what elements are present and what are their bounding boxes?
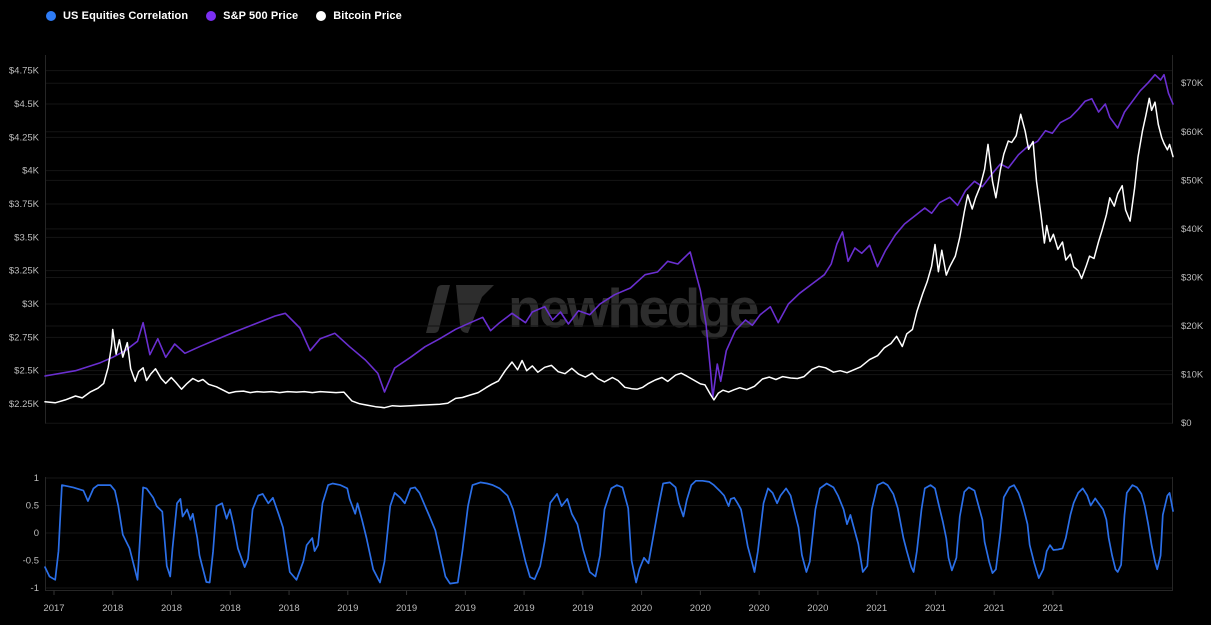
x-axis-tick-label: 2019: [337, 603, 358, 614]
left-axis-tick-label: $3.75K: [9, 199, 40, 210]
correlation-axis-tick-label: -0.5: [23, 556, 39, 567]
x-axis-tick-label: 2021: [925, 603, 946, 614]
left-axis-tick-label: $3K: [22, 299, 40, 310]
right-axis-tick-label: $20K: [1181, 321, 1204, 332]
correlation-axis-tick-label: 0.5: [26, 501, 39, 512]
correlation-axis-tick-label: 0: [34, 528, 39, 539]
right-axis-tick-label: $30K: [1181, 272, 1204, 283]
x-axis-tick-label: 2019: [572, 603, 593, 614]
legend: US Equities Correlation S&P 500 Price Bi…: [46, 10, 402, 22]
x-axis-tick-label: 2018: [278, 603, 299, 614]
left-axis-tick-label: $4K: [22, 166, 40, 177]
x-axis-tick-label: 2017: [43, 603, 64, 614]
right-axis-tick-label: $50K: [1181, 175, 1204, 186]
correlation-axis-tick-label: 1: [34, 473, 39, 484]
legend-item-bitcoin-price[interactable]: Bitcoin Price: [316, 10, 402, 22]
x-axis-tick-label: 2021: [984, 603, 1005, 614]
legend-label: US Equities Correlation: [63, 10, 189, 22]
gridlines: [45, 55, 1173, 595]
legend-item-sp500-price[interactable]: S&P 500 Price: [206, 10, 298, 22]
x-axis-tick-label: 2019: [455, 603, 476, 614]
left-axis-tick-label: $2.5K: [14, 366, 39, 377]
x-axis-tick-label: 2020: [631, 603, 652, 614]
left-axis-tick-label: $4.75K: [9, 66, 40, 77]
correlation-line: [44, 479, 1174, 585]
left-axis-tick-label: $4.5K: [14, 99, 39, 110]
right-axis-tick-label: $40K: [1181, 224, 1204, 235]
left-axis-tick-label: $3.5K: [14, 232, 39, 243]
legend-label: S&P 500 Price: [223, 10, 299, 22]
x-axis-tick-label: 2020: [749, 603, 770, 614]
legend-item-us-equities-correlation[interactable]: US Equities Correlation: [46, 10, 188, 22]
correlation-axis-tick-label: -1: [31, 583, 39, 594]
correlation-legend-dot-icon: [46, 11, 56, 21]
right-axis-tick-label: $0: [1181, 418, 1192, 429]
bitcoin-legend-dot-icon: [316, 11, 327, 21]
x-axis-tick-label: 2018: [161, 603, 182, 614]
x-axis-tick-label: 2020: [807, 603, 828, 614]
legend-label: Bitcoin Price: [333, 10, 402, 22]
bitcoin-line: [44, 97, 1174, 409]
x-axis-tick-label: 2019: [514, 603, 535, 614]
axis-labels: $4.75K $4.5K $4.25K $4K $3.75K $3.5K $3.25K $3K…: [9, 66, 1204, 614]
right-axis-tick-label: $70K: [1181, 78, 1204, 89]
left-axis-tick-label: $3.25K: [9, 266, 40, 277]
right-axis-tick-label: $60K: [1181, 127, 1204, 138]
x-axis-tick-label: 2020: [690, 603, 711, 614]
x-axis-tick-label: 2021: [1042, 603, 1063, 614]
main-plot-area[interactable]: [45, 55, 1173, 424]
right-axis-tick-label: $10K: [1181, 370, 1204, 381]
sp500-line: [44, 73, 1174, 399]
left-axis-tick-label: $2.75K: [9, 332, 40, 343]
x-axis-tick-label: 2021: [866, 603, 887, 614]
x-axis-tick-label: 2018: [102, 603, 123, 614]
left-axis-tick-label: $2.25K: [9, 399, 40, 410]
sp500-legend-dot-icon: [206, 11, 217, 21]
x-axis-tick-label: 2018: [220, 603, 241, 614]
left-axis-tick-label: $4.25K: [9, 132, 40, 143]
newhedge-logo-icon: [426, 284, 494, 333]
x-axis-tick-label: 2019: [396, 603, 417, 614]
